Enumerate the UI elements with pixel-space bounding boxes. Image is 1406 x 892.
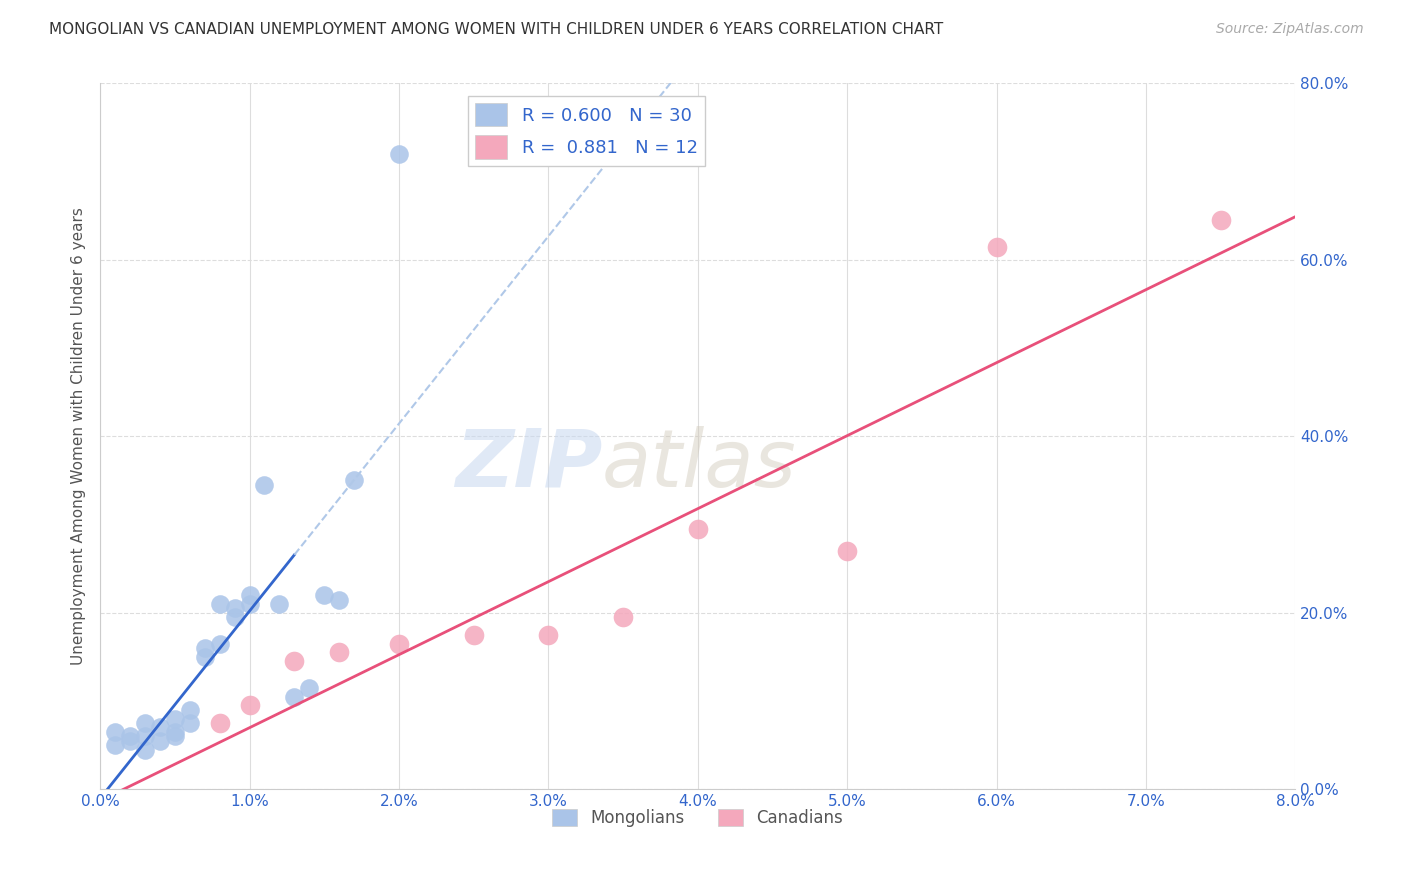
- Point: [163, 712, 186, 726]
- Point: [149, 721, 172, 735]
- Point: [104, 738, 127, 752]
- Text: ZIP: ZIP: [454, 425, 602, 504]
- Point: [134, 729, 156, 743]
- Point: [269, 597, 291, 611]
- Point: [238, 588, 260, 602]
- Point: [208, 716, 231, 731]
- Point: [134, 742, 156, 756]
- Point: [463, 628, 485, 642]
- Point: [238, 597, 260, 611]
- Point: [986, 240, 1008, 254]
- Point: [298, 681, 321, 695]
- Point: [612, 610, 634, 624]
- Point: [537, 628, 560, 642]
- Point: [388, 637, 411, 651]
- Point: [224, 610, 246, 624]
- Point: [343, 474, 366, 488]
- Point: [194, 641, 217, 656]
- Point: [179, 716, 201, 731]
- Point: [224, 601, 246, 615]
- Point: [163, 729, 186, 743]
- Point: [179, 703, 201, 717]
- Point: [253, 478, 276, 492]
- Point: [283, 654, 305, 668]
- Point: [118, 733, 141, 747]
- Point: [104, 724, 127, 739]
- Point: [208, 637, 231, 651]
- Point: [194, 649, 217, 664]
- Point: [388, 147, 411, 161]
- Point: [149, 733, 172, 747]
- Point: [118, 729, 141, 743]
- Point: [686, 522, 709, 536]
- Point: [314, 588, 336, 602]
- Point: [328, 645, 350, 659]
- Point: [328, 592, 350, 607]
- Text: MONGOLIAN VS CANADIAN UNEMPLOYMENT AMONG WOMEN WITH CHILDREN UNDER 6 YEARS CORRE: MONGOLIAN VS CANADIAN UNEMPLOYMENT AMONG…: [49, 22, 943, 37]
- Point: [837, 544, 859, 558]
- Text: atlas: atlas: [602, 425, 797, 504]
- Point: [238, 698, 260, 713]
- Point: [163, 724, 186, 739]
- Text: Source: ZipAtlas.com: Source: ZipAtlas.com: [1216, 22, 1364, 37]
- Y-axis label: Unemployment Among Women with Children Under 6 years: Unemployment Among Women with Children U…: [72, 208, 86, 665]
- Point: [208, 597, 231, 611]
- Point: [283, 690, 305, 704]
- Legend: Mongolians, Canadians: Mongolians, Canadians: [546, 802, 851, 834]
- Point: [134, 716, 156, 731]
- Point: [1209, 213, 1232, 227]
